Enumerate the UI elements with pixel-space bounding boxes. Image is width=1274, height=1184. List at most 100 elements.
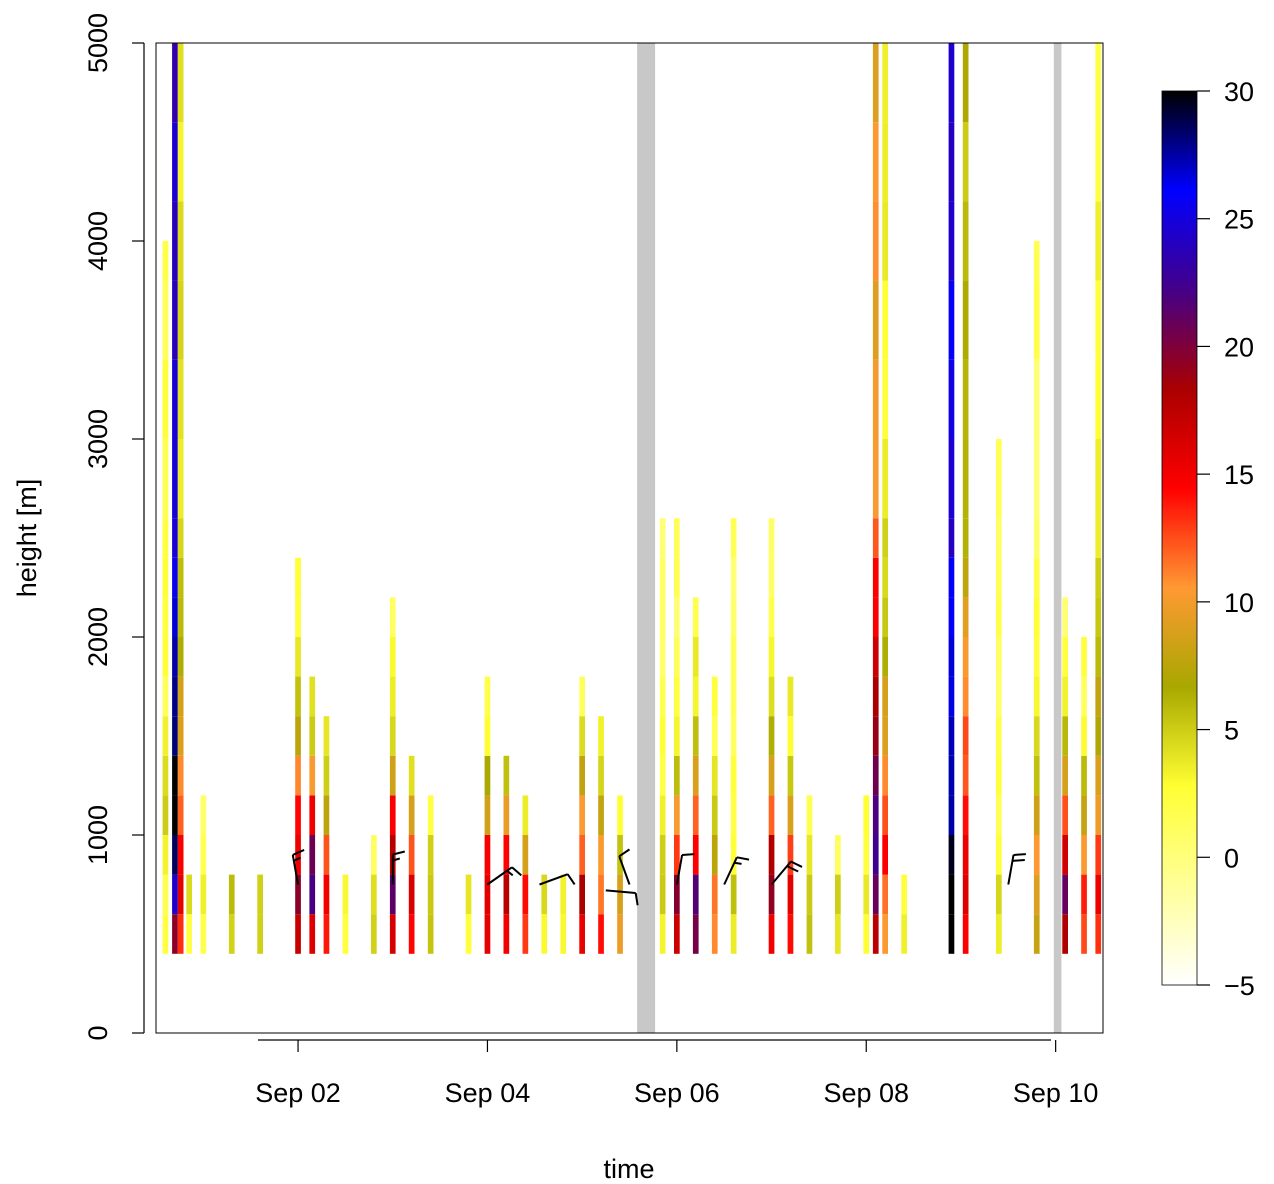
heat-cell — [1033, 755, 1040, 796]
heat-cell — [177, 201, 184, 281]
heat-cell — [162, 914, 169, 954]
heat-cell — [787, 835, 794, 875]
wind-barb — [291, 849, 305, 885]
heat-cell — [389, 914, 396, 954]
heat-cell — [309, 716, 316, 756]
y-tick-label: 0 — [83, 1025, 113, 1040]
heat-cell — [901, 914, 907, 954]
heat-cell — [295, 835, 301, 875]
heat-cell — [295, 597, 301, 637]
heat-cell — [674, 557, 680, 598]
heat-cell — [882, 795, 888, 835]
heat-cell — [484, 716, 491, 756]
heat-cell — [172, 914, 178, 954]
heat-cell — [962, 359, 969, 439]
heat-cell — [962, 597, 969, 637]
heat-cell — [162, 716, 169, 756]
heat-cell — [768, 557, 775, 598]
colorbar-gradient — [1161, 90, 1198, 986]
heat-cell — [1095, 43, 1102, 123]
heat-cell — [659, 518, 666, 558]
heat-cell — [996, 518, 1002, 558]
heat-cell — [172, 280, 178, 360]
heat-cell — [503, 835, 510, 875]
heat-cell — [200, 835, 207, 875]
heat-cell — [768, 795, 775, 835]
heat-cell — [541, 874, 548, 915]
heat-cell — [427, 795, 434, 835]
heat-cell — [659, 914, 666, 954]
heat-cell — [730, 914, 737, 954]
heat-cell — [730, 874, 737, 915]
heat-cell — [1062, 597, 1068, 637]
heat-cell — [1081, 755, 1087, 796]
heat-cell — [408, 874, 415, 915]
heat-cell — [295, 557, 301, 598]
heat-cell — [1081, 795, 1087, 835]
heat-cell — [579, 914, 585, 954]
heat-cell — [228, 874, 235, 915]
heat-cell — [1062, 716, 1068, 756]
colorbar-tick-label: 5 — [1224, 716, 1239, 746]
heat-cell — [948, 359, 955, 439]
heat-cell — [427, 835, 434, 875]
heat-cell — [962, 755, 969, 796]
heat-cell — [1095, 637, 1102, 677]
heat-cell — [787, 676, 794, 717]
heat-cell — [177, 518, 184, 558]
colorbar-tick-label: −5 — [1224, 971, 1255, 1001]
wind-barb — [770, 860, 803, 886]
heat-cell — [996, 676, 1002, 717]
heat-cell — [996, 874, 1002, 915]
x-tick-label: Sep 04 — [445, 1078, 531, 1108]
heat-cell — [711, 676, 718, 717]
heat-cell — [711, 874, 718, 915]
heat-cell — [323, 874, 330, 915]
heat-cell — [309, 914, 316, 954]
heat-cell — [768, 518, 775, 558]
heat-cell — [768, 637, 775, 677]
heat-cell — [882, 597, 888, 637]
heat-cell — [692, 597, 699, 637]
heat-cell — [598, 914, 604, 954]
heat-cell — [1095, 518, 1102, 558]
heat-cell — [465, 874, 472, 915]
heat-cell — [162, 795, 169, 835]
heat-cell — [1033, 518, 1040, 558]
heat-cell — [948, 755, 955, 796]
heat-cell — [730, 557, 737, 598]
y-axis-title: height [m] — [12, 479, 42, 598]
heat-cell — [863, 795, 870, 835]
heat-cell — [617, 874, 623, 915]
heat-cell — [598, 874, 604, 915]
heat-cell — [962, 914, 969, 954]
wind-barb — [391, 850, 406, 885]
heat-cell — [674, 637, 680, 677]
y-tick-label: 1000 — [83, 805, 113, 865]
heat-cell — [323, 755, 330, 796]
colorbar-tick-label: 0 — [1224, 843, 1239, 873]
heat-cell — [659, 637, 666, 677]
heat-cell — [503, 795, 510, 835]
heat-cell — [787, 716, 794, 756]
heat-cell — [768, 676, 775, 717]
heat-cell — [162, 835, 169, 875]
heat-cell — [872, 637, 879, 677]
heat-cell — [768, 874, 775, 915]
heat-cell — [872, 835, 879, 875]
heat-cell — [503, 874, 510, 915]
heat-cell — [408, 835, 415, 875]
heat-cell — [882, 280, 888, 360]
heat-cell — [835, 835, 841, 875]
heat-cell — [177, 874, 184, 915]
heat-cell — [962, 795, 969, 835]
heat-cell — [674, 914, 680, 954]
heat-cell — [522, 795, 529, 835]
heat-cell — [1095, 557, 1102, 598]
heat-cell — [882, 755, 888, 796]
heat-cell — [172, 795, 178, 835]
x-axis: Sep 02 Sep 04 Sep 06 Sep 08 Sep 10 — [255, 1039, 1098, 1108]
heat-cell — [465, 914, 472, 954]
heat-cell — [408, 755, 415, 796]
heat-cell — [872, 518, 879, 558]
